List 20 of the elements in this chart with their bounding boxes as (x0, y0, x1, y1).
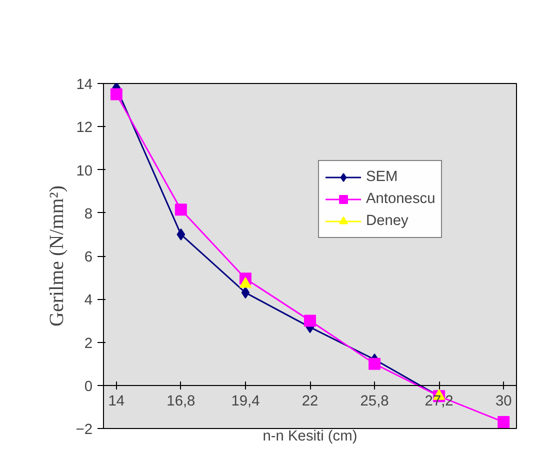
x-tick-label: 16,8 (166, 393, 196, 410)
y-tick-label: 2 (84, 336, 93, 352)
x-axis-title: n-n Kesiti (cm) (262, 428, 358, 444)
y-tick-label: 0 (84, 378, 93, 395)
x-tick-label: 14 (108, 393, 125, 410)
legend-label: SEM (366, 169, 398, 185)
y-tick-label: 6 (84, 250, 93, 266)
y-tick-label: 10 (76, 163, 93, 180)
legend-label: Antonescu (366, 191, 436, 207)
y-tick-label: 14 (76, 77, 93, 93)
y-tick-label: 12 (76, 120, 93, 136)
x-tick-label: 22 (302, 393, 318, 410)
x-tick-label: 30 (495, 393, 512, 410)
x-tick-label: 19,4 (231, 393, 260, 410)
x-tick-label: 25,8 (360, 393, 389, 410)
y-tick-label: −2 (76, 422, 93, 438)
y-axis-title: Gerilme (N/mm²) (46, 186, 68, 326)
y-tick-label: 8 (84, 206, 93, 222)
y-tick-label: 4 (84, 292, 93, 309)
legend-label: Deney (366, 213, 408, 229)
